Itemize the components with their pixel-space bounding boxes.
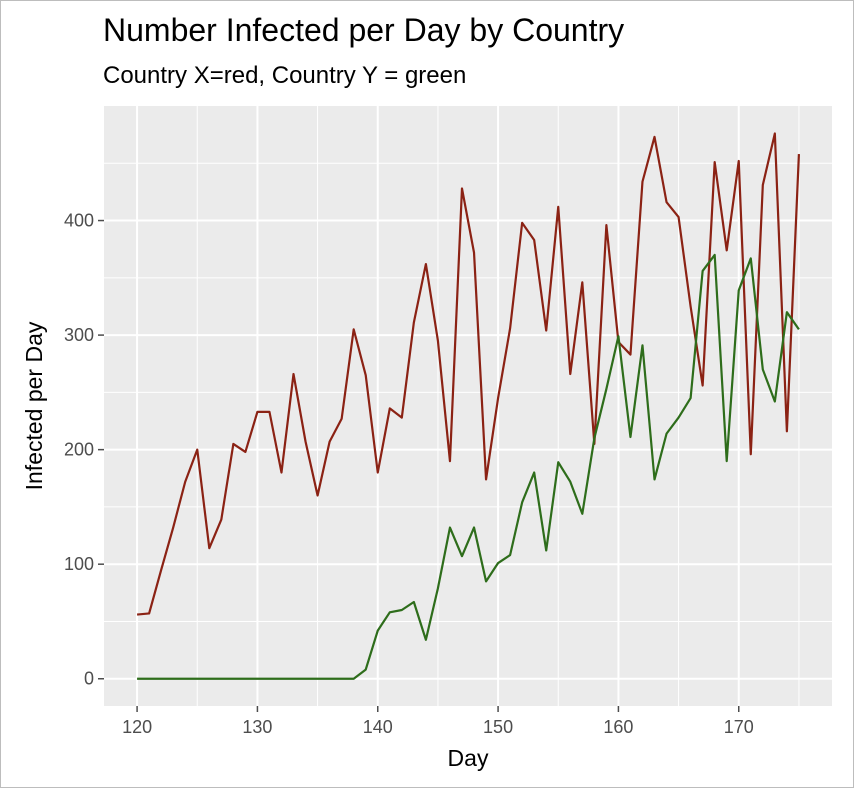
series-lines [136,132,801,680]
y-tick-label: 0 [84,669,94,689]
y-axis-title: Infected per Day [21,321,47,490]
y-tick-label: 100 [64,554,94,574]
x-tick-label: 120 [122,717,152,737]
x-tick-label: 150 [483,717,513,737]
axis-ticks: 120 130 140 150 160 170 0 100 200 300 400 [64,211,754,737]
x-axis-title: Day [448,745,489,771]
y-tick-label: 200 [64,440,94,460]
major-grid [104,106,832,706]
series-line-2 [137,253,800,680]
x-tick-label: 130 [242,717,272,737]
y-tick-label: 400 [64,211,94,231]
y-tick-label: 300 [64,325,94,345]
chart-title: Number Infected per Day by Country [103,12,625,48]
x-tick-label: 160 [603,717,633,737]
plot-panel [104,106,832,706]
chart-subtitle: Country X=red, Country Y = green [103,62,467,89]
series-line-1 [136,132,801,616]
x-tick-label: 170 [724,717,754,737]
x-tick-label: 140 [363,717,393,737]
